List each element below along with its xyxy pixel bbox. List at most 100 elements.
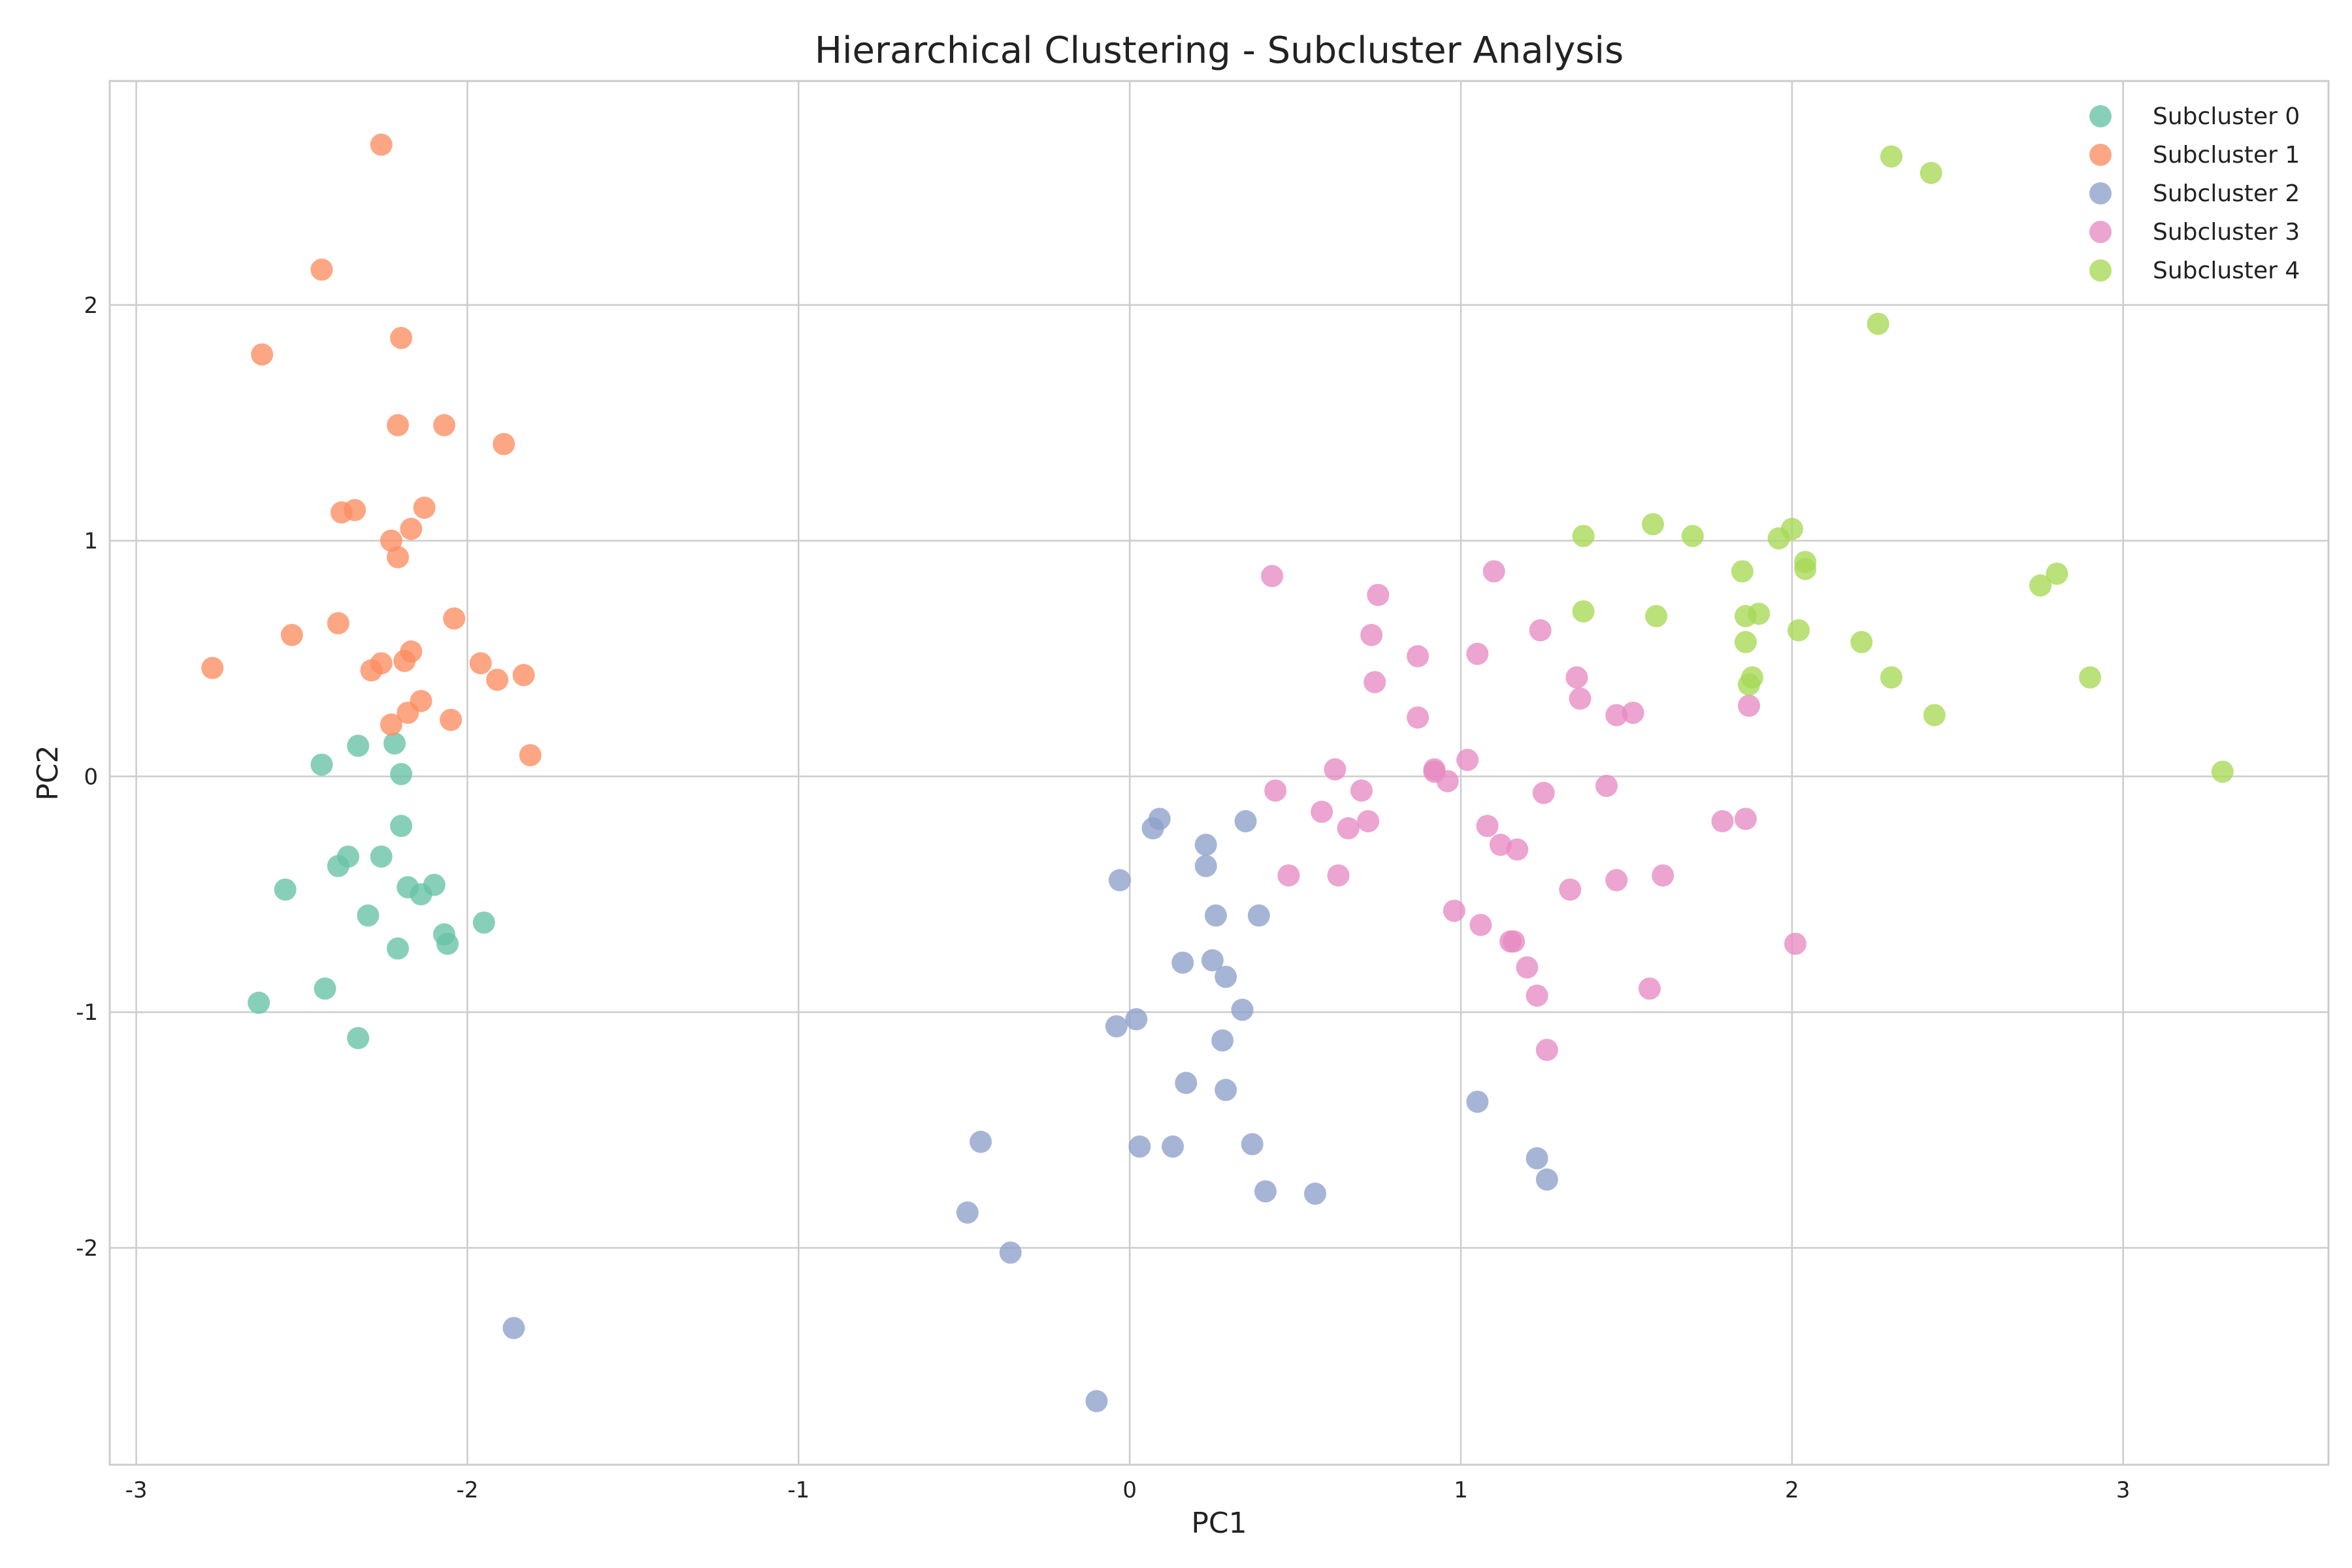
y-tick-label: 2 bbox=[84, 293, 98, 319]
data-point bbox=[1622, 701, 1644, 724]
data-point bbox=[2029, 574, 2052, 597]
data-point bbox=[1128, 1135, 1151, 1158]
data-point bbox=[1748, 602, 1771, 625]
data-point bbox=[370, 845, 393, 868]
data-point bbox=[1360, 623, 1383, 646]
data-point bbox=[469, 652, 492, 675]
data-point bbox=[1532, 781, 1555, 804]
chart-title: Hierarchical Clustering - Subcluster Ana… bbox=[815, 29, 1624, 72]
data-point bbox=[1247, 904, 1270, 927]
legend-label: Subcluster 3 bbox=[2153, 219, 2300, 246]
x-tick-label: 2 bbox=[1785, 1477, 1799, 1503]
data-point bbox=[1105, 1015, 1128, 1037]
data-point bbox=[1456, 749, 1479, 772]
data-point bbox=[1737, 694, 1760, 717]
data-point bbox=[1085, 1390, 1108, 1413]
data-point bbox=[383, 732, 406, 755]
data-point bbox=[310, 258, 333, 281]
data-point bbox=[1645, 605, 1668, 628]
data-point bbox=[2079, 666, 2102, 689]
data-point bbox=[1784, 932, 1806, 955]
data-point bbox=[347, 1026, 370, 1049]
plot-area bbox=[110, 81, 2328, 1465]
data-point bbox=[2211, 760, 2234, 783]
data-point bbox=[390, 327, 413, 350]
data-point bbox=[1711, 809, 1734, 832]
x-tick-label: -3 bbox=[125, 1477, 148, 1503]
data-point bbox=[274, 878, 297, 901]
data-point bbox=[1125, 1008, 1148, 1031]
data-point bbox=[1194, 855, 1217, 877]
data-point bbox=[1605, 869, 1628, 892]
legend-label: Subcluster 1 bbox=[2153, 142, 2300, 169]
legend-item: Subcluster 4 bbox=[2089, 257, 2300, 284]
axis-ticks: -3 -2 -1 0 1 2 3 -2 -1 0 1 2 bbox=[76, 293, 2130, 1503]
legend-marker bbox=[2089, 259, 2112, 282]
data-point bbox=[1780, 517, 1803, 540]
data-point bbox=[1443, 900, 1465, 923]
data-points bbox=[201, 133, 2234, 1413]
data-point bbox=[1357, 809, 1380, 832]
data-point bbox=[314, 977, 336, 1000]
data-point bbox=[436, 932, 459, 955]
data-point bbox=[1638, 977, 1661, 1000]
data-point bbox=[1350, 779, 1373, 802]
y-tick-label: -1 bbox=[76, 1000, 98, 1026]
data-point bbox=[1734, 808, 1757, 830]
data-point bbox=[1681, 525, 1704, 547]
data-point bbox=[1436, 770, 1459, 792]
data-point bbox=[1367, 583, 1390, 606]
data-point bbox=[1466, 1090, 1489, 1113]
data-point bbox=[390, 762, 413, 785]
data-point bbox=[1482, 560, 1505, 583]
legend-item: Subcluster 2 bbox=[2089, 180, 2300, 207]
data-point bbox=[1788, 619, 1810, 642]
legend: Subcluster 0 Subcluster 1 Subcluster 2 Subc… bbox=[2089, 103, 2300, 284]
legend-label: Subcluster 2 bbox=[2153, 180, 2300, 207]
data-point bbox=[1867, 312, 1889, 335]
legend-item: Subcluster 1 bbox=[2089, 142, 2300, 169]
legend-marker bbox=[2089, 221, 2112, 243]
data-point bbox=[423, 874, 446, 896]
x-tick-label: 3 bbox=[2116, 1477, 2131, 1503]
data-point bbox=[1215, 966, 1237, 988]
data-point bbox=[1264, 779, 1287, 802]
legend-marker bbox=[2089, 182, 2112, 204]
data-point bbox=[1595, 774, 1618, 797]
data-point bbox=[1569, 687, 1592, 710]
data-point bbox=[1605, 704, 1628, 727]
data-point bbox=[1794, 557, 1817, 580]
data-point bbox=[1652, 864, 1674, 887]
data-point bbox=[1919, 161, 1942, 184]
x-tick-label: -2 bbox=[456, 1477, 478, 1503]
data-point bbox=[519, 743, 542, 766]
data-point bbox=[310, 753, 333, 776]
data-point bbox=[1407, 706, 1429, 729]
data-point bbox=[433, 414, 455, 436]
data-point bbox=[370, 652, 393, 675]
x-axis-label: PC1 bbox=[1191, 1507, 1247, 1540]
data-point bbox=[400, 640, 423, 663]
data-point bbox=[390, 815, 413, 838]
data-point bbox=[1737, 673, 1760, 696]
data-point bbox=[2046, 563, 2068, 585]
data-point bbox=[1731, 560, 1754, 583]
data-point bbox=[201, 657, 224, 679]
data-point bbox=[1171, 951, 1194, 974]
data-point bbox=[327, 855, 350, 877]
data-point bbox=[397, 701, 419, 724]
data-point bbox=[512, 664, 535, 687]
data-point bbox=[1211, 1029, 1234, 1052]
data-point bbox=[1535, 1168, 1558, 1191]
data-point bbox=[1324, 758, 1347, 781]
data-point bbox=[386, 546, 409, 568]
data-point bbox=[1476, 815, 1499, 838]
data-point bbox=[1337, 817, 1360, 840]
data-point bbox=[251, 343, 274, 366]
y-tick-label: 0 bbox=[84, 764, 98, 790]
data-point bbox=[1880, 666, 1903, 689]
data-point bbox=[1923, 704, 1946, 727]
data-point bbox=[413, 497, 436, 519]
data-point bbox=[1108, 869, 1131, 892]
data-point bbox=[370, 133, 393, 156]
